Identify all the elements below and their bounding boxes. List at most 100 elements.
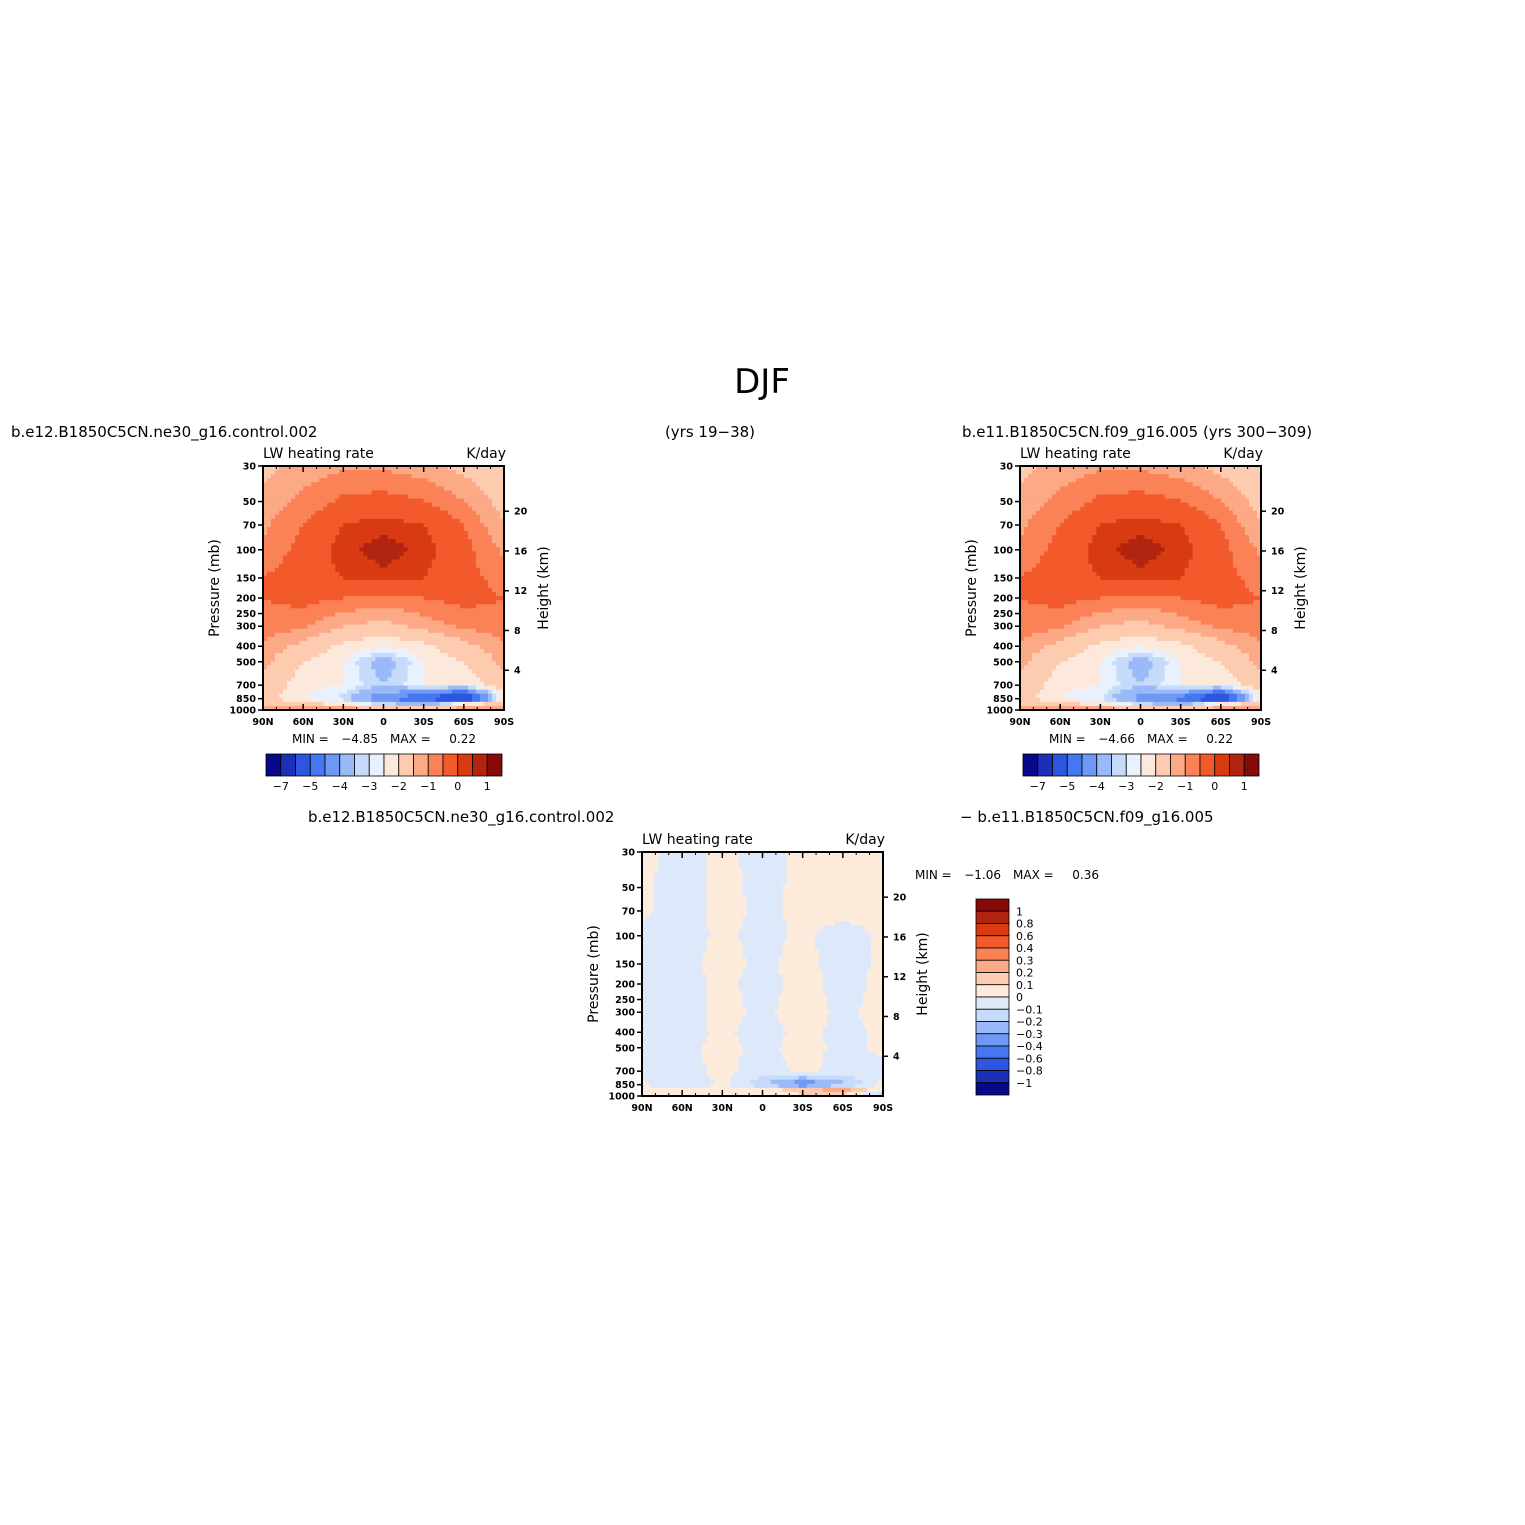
- contour-cell: [475, 539, 481, 544]
- contour-cell: [431, 478, 437, 483]
- contour-cell: [1060, 547, 1065, 552]
- contour-cell: [1152, 470, 1158, 475]
- contour-cell: [1040, 482, 1045, 487]
- contour-cell: [415, 697, 421, 703]
- contour-cell: [287, 640, 292, 646]
- contour-cell: [343, 636, 348, 642]
- colorbar-label: −2: [391, 780, 407, 793]
- contour-cell: [499, 628, 505, 634]
- contour-cell: [1052, 470, 1057, 475]
- contour-cell: [479, 705, 485, 711]
- contour-cell: [411, 596, 417, 601]
- contour-cell: [1128, 470, 1134, 475]
- contour-cell: [487, 563, 493, 569]
- contour-cell: [1088, 522, 1093, 528]
- contour-cell: [307, 490, 312, 496]
- contour-cell: [367, 555, 373, 561]
- contour-cell: [1204, 470, 1210, 475]
- contour-cell: [391, 510, 397, 516]
- contour-cell: [1052, 535, 1057, 540]
- contour-cell: [331, 636, 336, 642]
- contour-cell: [367, 478, 373, 483]
- contour-cell: [1200, 502, 1206, 508]
- contour-cell: [331, 701, 336, 707]
- contour-cell: [395, 571, 401, 577]
- contour-cell: [1136, 506, 1142, 512]
- contour-cell: [1112, 478, 1117, 483]
- contour-cell: [1100, 539, 1105, 544]
- contour-cell: [495, 604, 501, 609]
- contour-cell: [359, 514, 365, 520]
- contour-cell: [479, 531, 485, 536]
- contour-cell: [487, 567, 493, 573]
- contour-cell: [467, 665, 473, 670]
- contour-cell: [423, 486, 429, 491]
- contour-cell: [467, 592, 473, 597]
- contour-cell: [423, 535, 429, 540]
- contour-cell: [311, 640, 316, 646]
- contour-cell: [415, 632, 421, 638]
- contour-cell: [1212, 510, 1218, 516]
- contour-cell: [491, 482, 497, 487]
- contour-cell: [331, 543, 336, 548]
- contour-cell: [267, 673, 272, 679]
- colorbar-swatch: [383, 753, 400, 777]
- contour-cell: [415, 661, 421, 666]
- contour-cell: [451, 490, 457, 496]
- contour-cell: [375, 522, 381, 528]
- contour-cell: [1240, 535, 1246, 540]
- contour-cell: [431, 628, 437, 634]
- contour-cell: [1060, 482, 1065, 487]
- contour-cell: [291, 543, 296, 548]
- contour-cell: [295, 669, 300, 674]
- contour-cell: [407, 551, 413, 557]
- contour-cell: [411, 535, 417, 540]
- contour-cell: [471, 502, 477, 508]
- contour-cell: [459, 616, 465, 622]
- contour-cell: [1172, 547, 1178, 552]
- contour-cell: [415, 644, 421, 650]
- contour-cell: [1140, 531, 1146, 536]
- contour-cell: [491, 612, 497, 618]
- contour-cell: [287, 588, 292, 593]
- contour-cell: [467, 579, 473, 585]
- contour-cell: [475, 701, 481, 707]
- contour-cell: [1028, 494, 1033, 500]
- contour-cell: [403, 624, 409, 630]
- contour-cell: [383, 547, 389, 552]
- contour-cell: [403, 535, 409, 540]
- contour-cell: [363, 628, 369, 634]
- contour-cell: [1196, 478, 1202, 483]
- contour-cell: [279, 588, 284, 593]
- contour-cell: [399, 640, 405, 646]
- contour-cell: [371, 555, 377, 561]
- contour-cell: [395, 636, 401, 642]
- contour-cell: [335, 604, 340, 609]
- contour-cell: [363, 653, 369, 658]
- contour-cell: [1232, 543, 1238, 548]
- contour-cell: [1116, 470, 1122, 475]
- contour-cell: [267, 474, 272, 479]
- contour-cell: [1192, 539, 1198, 544]
- contour-cell: [371, 482, 377, 487]
- contour-cell: [319, 466, 324, 471]
- contour-cell: [351, 531, 356, 536]
- contour-cell: [435, 612, 441, 618]
- contour-cell: [1232, 522, 1238, 528]
- contour-cell: [435, 514, 441, 520]
- contour-cell: [455, 474, 461, 479]
- contour-cell: [287, 486, 292, 491]
- contour-cell: [1056, 543, 1061, 548]
- contour-cell: [1148, 514, 1154, 520]
- contour-cell: [355, 583, 360, 589]
- contour-cell: [1136, 543, 1142, 548]
- contour-cell: [1064, 551, 1069, 557]
- contour-cell: [267, 498, 272, 504]
- contour-cell: [287, 490, 292, 496]
- contour-cell: [275, 498, 280, 504]
- contour-cell: [419, 681, 425, 687]
- contour-cell: [307, 640, 312, 646]
- contour-cell: [1072, 474, 1077, 479]
- contour-cell: [287, 685, 292, 691]
- contour-cell: [263, 673, 268, 679]
